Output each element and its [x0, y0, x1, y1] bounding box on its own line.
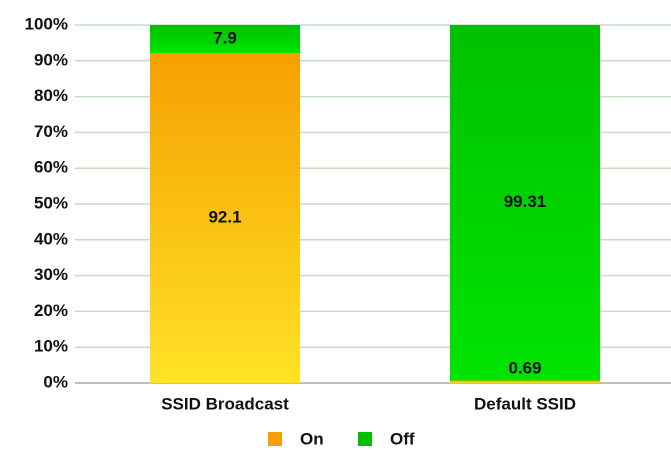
data-label: 7.9	[213, 29, 237, 48]
y-tick-label: 30%	[34, 265, 68, 284]
bar-segment	[150, 25, 300, 54]
data-label: 99.31	[504, 192, 547, 211]
y-tick-label: 40%	[34, 229, 68, 248]
x-tick-label: SSID Broadcast	[161, 394, 289, 413]
y-tick-label: 20%	[34, 301, 68, 320]
y-tick-label: 0%	[43, 372, 68, 391]
y-tick-label: 50%	[34, 193, 68, 212]
bar-segment	[450, 380, 600, 383]
data-label: 92.1	[208, 208, 241, 227]
y-tick-label: 70%	[34, 122, 68, 141]
legend-label: Off	[390, 429, 415, 448]
bar-segment	[150, 53, 300, 383]
legend-swatch	[358, 432, 372, 446]
legend-label: On	[300, 429, 324, 448]
data-label: 0.69	[508, 358, 541, 377]
y-tick-label: 80%	[34, 86, 68, 105]
legend-swatch	[268, 432, 282, 446]
x-tick-label: Default SSID	[474, 394, 576, 413]
y-tick-label: 100%	[25, 14, 68, 33]
y-tick-label: 60%	[34, 158, 68, 177]
bar-segment	[450, 25, 600, 381]
y-tick-label: 10%	[34, 337, 68, 356]
y-tick-label: 90%	[34, 50, 68, 69]
